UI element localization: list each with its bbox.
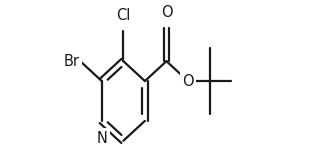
Text: O: O (161, 5, 172, 20)
Text: Cl: Cl (116, 8, 130, 23)
Text: N: N (96, 131, 107, 146)
Text: Br: Br (63, 54, 80, 69)
Text: O: O (182, 74, 194, 89)
